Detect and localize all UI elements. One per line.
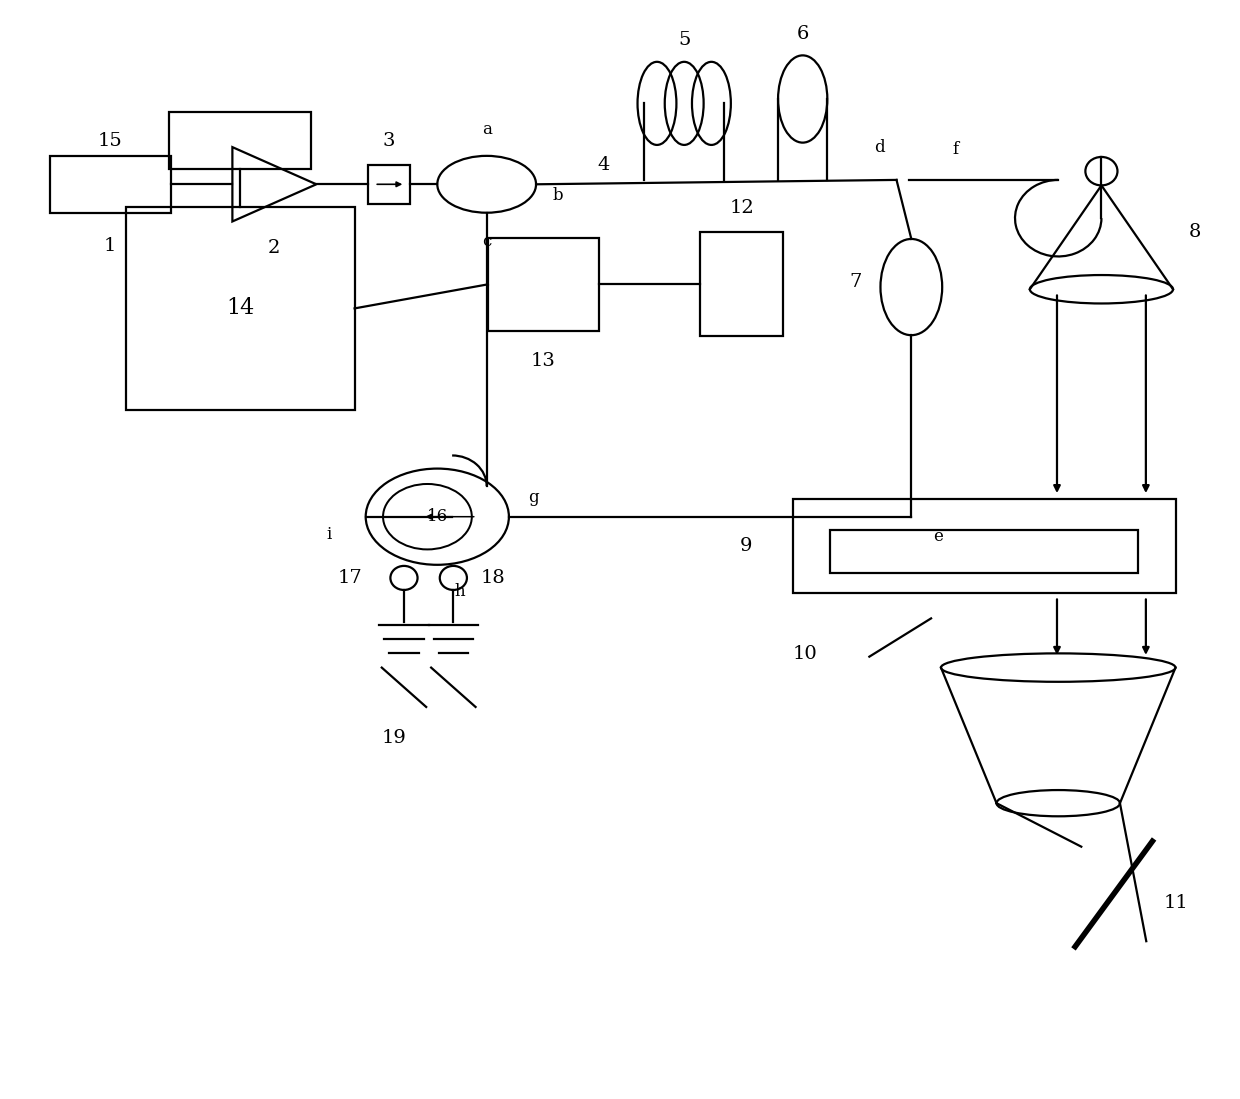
Text: 3: 3: [383, 132, 396, 149]
Text: h: h: [454, 582, 465, 600]
Bar: [50, 156, 171, 213]
Text: 17: 17: [337, 569, 362, 587]
Text: 14: 14: [226, 298, 254, 320]
Bar: [792, 499, 1176, 593]
Text: 10: 10: [792, 645, 817, 664]
Text: 5: 5: [678, 31, 691, 49]
Text: 2: 2: [268, 238, 280, 257]
Text: c: c: [482, 233, 491, 249]
Text: 6: 6: [796, 24, 808, 43]
Text: 1: 1: [104, 236, 117, 255]
Text: i: i: [326, 525, 331, 543]
Text: 9: 9: [740, 537, 753, 555]
Text: b: b: [553, 187, 564, 203]
Bar: [170, 112, 311, 169]
Text: a: a: [482, 121, 491, 138]
Bar: [830, 530, 1138, 573]
Text: 8: 8: [1189, 223, 1202, 241]
Text: 19: 19: [382, 729, 407, 746]
Text: 7: 7: [849, 273, 862, 290]
Text: e: e: [934, 528, 944, 545]
Text: 11: 11: [1163, 893, 1188, 912]
Text: g: g: [528, 489, 539, 506]
Text: f: f: [952, 141, 959, 158]
Text: 18: 18: [480, 569, 505, 587]
Bar: [487, 237, 599, 331]
Text: d: d: [874, 138, 884, 156]
Bar: [368, 165, 410, 204]
Text: 12: 12: [729, 199, 754, 218]
Text: 4: 4: [598, 156, 610, 174]
Text: 13: 13: [531, 353, 556, 370]
Text: 15: 15: [98, 132, 123, 149]
Bar: [126, 208, 355, 410]
Bar: [701, 232, 782, 336]
Text: 16: 16: [427, 508, 448, 525]
